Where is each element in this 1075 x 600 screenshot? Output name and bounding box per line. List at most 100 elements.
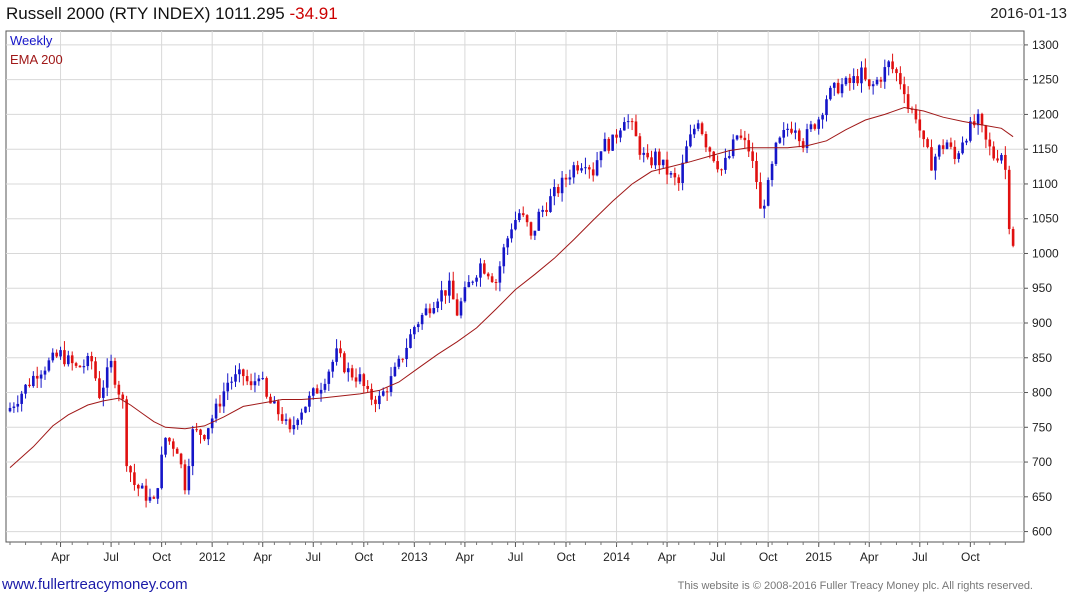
candle-body bbox=[144, 485, 148, 501]
candle-body bbox=[59, 350, 62, 357]
candle-body bbox=[759, 182, 762, 209]
x-tick-label: Apr bbox=[253, 550, 272, 564]
candle-body bbox=[55, 352, 58, 357]
candle-body bbox=[790, 128, 793, 133]
candle-body bbox=[296, 419, 300, 426]
candle-body bbox=[428, 308, 432, 314]
candle-body bbox=[436, 301, 439, 308]
candle-body bbox=[899, 73, 902, 85]
x-tick-label: Apr bbox=[51, 550, 70, 564]
y-tick-label: 1150 bbox=[1032, 142, 1058, 156]
candle-body bbox=[937, 145, 941, 157]
candle-body bbox=[821, 115, 824, 120]
candle-body bbox=[786, 128, 789, 131]
candle-body bbox=[238, 369, 241, 375]
candle-body bbox=[300, 412, 303, 420]
y-tick-label: 650 bbox=[1032, 490, 1052, 504]
candle-body bbox=[475, 277, 478, 282]
x-tick-label: 2013 bbox=[401, 550, 428, 564]
candle-body bbox=[343, 353, 346, 373]
candle-body bbox=[498, 266, 502, 283]
candle-body bbox=[354, 377, 358, 382]
candle-body bbox=[117, 384, 121, 395]
candle-body bbox=[692, 128, 696, 135]
candle-body bbox=[226, 382, 230, 392]
candle-body bbox=[335, 348, 338, 362]
chart-title: Russell 2000 (RTY INDEX) 1011.295 -34.91 bbox=[6, 4, 338, 24]
candle-body bbox=[549, 196, 552, 212]
candle-body bbox=[323, 383, 327, 390]
candle-body bbox=[385, 391, 389, 393]
candle-body bbox=[782, 130, 786, 138]
candle-body bbox=[762, 205, 766, 209]
candle-body bbox=[78, 365, 82, 368]
candle-body bbox=[319, 389, 323, 394]
candle-body bbox=[179, 453, 183, 465]
candle-body bbox=[735, 135, 739, 140]
candle-body bbox=[164, 437, 167, 455]
ema-200-line bbox=[9, 106, 1014, 468]
candle-body bbox=[1000, 154, 1003, 161]
candle-body bbox=[700, 123, 704, 135]
candle-body bbox=[241, 369, 245, 377]
candle-body bbox=[747, 140, 751, 152]
candle-body bbox=[809, 124, 813, 130]
candle-body bbox=[891, 61, 894, 70]
candle-body bbox=[696, 123, 700, 129]
candle-body bbox=[634, 121, 638, 137]
chart-date: 2016-01-13 bbox=[990, 5, 1067, 22]
candle-body bbox=[677, 177, 681, 184]
candle-body bbox=[980, 113, 984, 126]
candle-body bbox=[949, 142, 953, 147]
candle-body bbox=[405, 347, 408, 360]
candle-body bbox=[965, 140, 968, 143]
candle-body bbox=[448, 280, 451, 296]
candle-body bbox=[98, 378, 101, 398]
candle-body bbox=[832, 82, 836, 88]
candle-body bbox=[471, 281, 474, 283]
x-tick-label: 2015 bbox=[805, 550, 832, 564]
candle-body bbox=[626, 121, 630, 123]
candle-body bbox=[778, 137, 782, 143]
candle-body bbox=[871, 84, 875, 87]
x-tick-label: Oct bbox=[152, 550, 171, 564]
candle-body bbox=[910, 108, 914, 110]
candle-body bbox=[273, 401, 276, 404]
candle-body bbox=[553, 187, 556, 197]
y-tick-label: 1300 bbox=[1032, 38, 1059, 52]
candle-body bbox=[105, 367, 109, 388]
candle-body bbox=[766, 180, 770, 206]
candle-body bbox=[102, 387, 105, 398]
price-change: -34.91 bbox=[289, 4, 338, 23]
candle-body bbox=[327, 371, 331, 384]
x-tick-label: 2014 bbox=[603, 550, 630, 564]
y-tick-label: 950 bbox=[1032, 281, 1052, 295]
candle-body bbox=[171, 441, 175, 449]
candle-body bbox=[545, 209, 548, 212]
candle-body bbox=[518, 213, 521, 221]
candle-body bbox=[591, 169, 595, 176]
candle-body bbox=[984, 125, 988, 140]
candle-body bbox=[914, 109, 918, 120]
candle-body bbox=[401, 358, 404, 360]
candle-body bbox=[82, 366, 86, 368]
candle-body bbox=[109, 360, 113, 368]
y-tick-label: 600 bbox=[1032, 525, 1052, 539]
candle-body bbox=[576, 165, 579, 171]
candle-body bbox=[444, 290, 447, 296]
candle-body bbox=[39, 374, 43, 379]
candle-body bbox=[883, 67, 887, 82]
candle-body bbox=[918, 119, 922, 131]
candle-body bbox=[234, 374, 237, 382]
y-tick-label: 700 bbox=[1032, 455, 1052, 469]
candle-body bbox=[988, 139, 992, 147]
candle-body bbox=[568, 177, 572, 180]
candle-body bbox=[269, 396, 272, 404]
candle-body bbox=[673, 173, 677, 178]
x-tick-label: Jul bbox=[103, 550, 118, 564]
candle-body bbox=[362, 374, 366, 387]
candle-body bbox=[720, 169, 723, 171]
site-link[interactable]: www.fullertreacymoney.com bbox=[2, 576, 188, 593]
candle-body bbox=[681, 162, 684, 184]
candle-body bbox=[704, 134, 708, 148]
